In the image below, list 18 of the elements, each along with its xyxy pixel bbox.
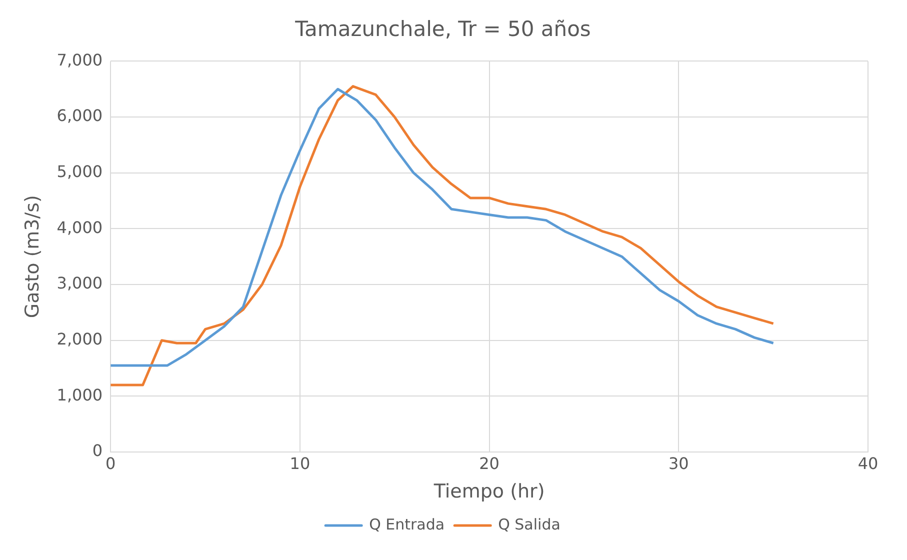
y-tick-label: 6,000	[56, 106, 103, 126]
y-tick-label: 7,000	[56, 50, 103, 70]
x-tick-label: 40	[858, 454, 878, 473]
y-tick-label: 4,000	[56, 218, 103, 237]
y-tick-label: 2,000	[56, 330, 103, 348]
legend-label: Q Salida	[498, 515, 560, 534]
y-tick-label: 0	[92, 441, 103, 460]
y-axis-title: Gasto (m3/s)	[21, 195, 44, 318]
x-tick-label: 10	[290, 454, 310, 473]
legend-label: Q Entrada	[369, 515, 445, 534]
y-tick-label: 3,000	[56, 274, 103, 293]
y-tick-label: 5,000	[56, 162, 103, 182]
x-tick-label: 30	[668, 454, 689, 473]
x-tick-label: 20	[479, 454, 500, 473]
x-axis-title: Tiempo (hr)	[432, 480, 545, 503]
chart-title: Tamazunchale, Tr = 50 años	[294, 17, 591, 42]
x-tick-label: 0	[106, 454, 116, 473]
y-tick-label: 1,000	[56, 385, 103, 404]
